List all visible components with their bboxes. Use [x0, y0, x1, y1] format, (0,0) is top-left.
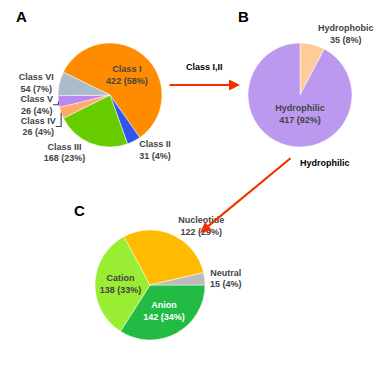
svg-text:B: B — [238, 8, 249, 25]
svg-text:Neutral15 (4%): Neutral15 (4%) — [210, 268, 242, 290]
svg-text:Cation138 (33%): Cation138 (33%) — [100, 273, 142, 295]
svg-text:Class I,II: Class I,II — [186, 62, 223, 72]
svg-text:Nucleotide122 (29%): Nucleotide122 (29%) — [178, 215, 224, 237]
svg-text:Class V26 (4%): Class V26 (4%) — [20, 94, 53, 116]
svg-text:A: A — [16, 8, 27, 25]
svg-text:Class I422 (58%): Class I422 (58%) — [106, 64, 148, 86]
svg-text:Hydrophilic417 (92%): Hydrophilic417 (92%) — [275, 103, 325, 125]
svg-text:Hydrophilic: Hydrophilic — [300, 158, 350, 168]
svg-text:Class IV26 (4%): Class IV26 (4%) — [21, 116, 56, 138]
svg-text:Class VI54 (7%): Class VI54 (7%) — [19, 72, 54, 94]
svg-text:Anion142 (34%): Anion142 (34%) — [143, 300, 185, 322]
svg-text:Class II31 (4%): Class II31 (4%) — [139, 139, 171, 161]
svg-text:Class III168 (23%): Class III168 (23%) — [44, 142, 86, 164]
svg-text:C: C — [74, 202, 85, 219]
svg-text:Hydrophobic35 (8%): Hydrophobic35 (8%) — [318, 23, 374, 45]
